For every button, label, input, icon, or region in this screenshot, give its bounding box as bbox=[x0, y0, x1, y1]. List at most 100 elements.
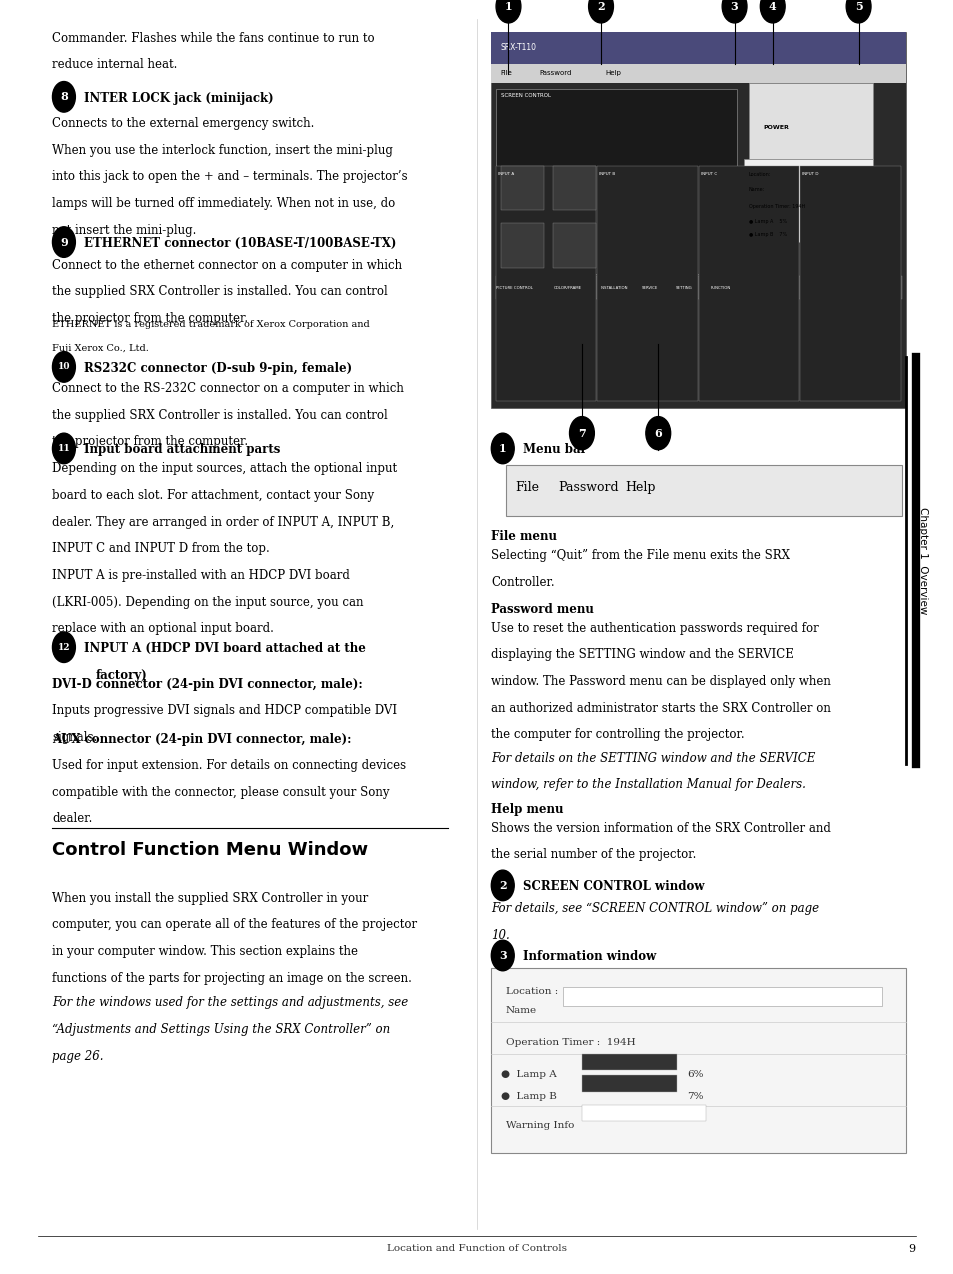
Text: Commander. Flashes while the fans continue to run to: Commander. Flashes while the fans contin… bbox=[52, 32, 375, 45]
Bar bbox=[500, 223, 543, 268]
Text: RS232C connector (D-sub 9-pin, female): RS232C connector (D-sub 9-pin, female) bbox=[84, 362, 352, 375]
Text: 2: 2 bbox=[597, 1, 604, 11]
Bar bbox=[496, 276, 901, 299]
Text: ETHERNET connector (10BASE-T/100BASE-TX): ETHERNET connector (10BASE-T/100BASE-TX) bbox=[84, 237, 395, 250]
Text: INPUT C: INPUT C bbox=[700, 172, 717, 176]
Bar bbox=[597, 166, 697, 401]
Text: Chapter 1  Overview: Chapter 1 Overview bbox=[918, 507, 927, 614]
Text: ● Lamp B    7%: ● Lamp B 7% bbox=[748, 232, 786, 237]
Circle shape bbox=[52, 433, 75, 464]
Circle shape bbox=[721, 0, 746, 23]
Circle shape bbox=[569, 417, 594, 450]
Text: 8: 8 bbox=[60, 92, 68, 102]
Text: Connects to the external emergency switch.: Connects to the external emergency switc… bbox=[52, 117, 314, 130]
Text: INSTALLATION: INSTALLATION bbox=[600, 285, 628, 290]
Text: not insert the mini-plug.: not insert the mini-plug. bbox=[52, 224, 196, 237]
Text: INPUT D: INPUT D bbox=[801, 172, 818, 176]
Text: INPUT C and INPUT D from the top.: INPUT C and INPUT D from the top. bbox=[52, 543, 270, 555]
Text: the projector from the computer.: the projector from the computer. bbox=[52, 436, 249, 448]
Text: Fuji Xerox Co., Ltd.: Fuji Xerox Co., Ltd. bbox=[52, 344, 150, 353]
Text: INTER LOCK jack (minijack): INTER LOCK jack (minijack) bbox=[84, 92, 274, 104]
Bar bbox=[496, 166, 596, 401]
Text: “Adjustments and Settings Using the SRX Controller” on: “Adjustments and Settings Using the SRX … bbox=[52, 1023, 391, 1036]
Text: DVI-D connector (24-pin DVI connector, male):: DVI-D connector (24-pin DVI connector, m… bbox=[52, 678, 363, 691]
Text: 7%: 7% bbox=[686, 1092, 702, 1101]
Text: ●  Lamp B: ● Lamp B bbox=[500, 1092, 557, 1101]
Bar bbox=[553, 223, 596, 268]
Text: into this jack to open the + and – terminals. The projector’s: into this jack to open the + and – termi… bbox=[52, 171, 408, 183]
Bar bbox=[581, 1075, 677, 1092]
Text: the projector from the computer.: the projector from the computer. bbox=[52, 312, 249, 325]
Text: 4: 4 bbox=[768, 1, 776, 11]
Text: Controller.: Controller. bbox=[491, 576, 555, 589]
Text: compatible with the connector, please consult your Sony: compatible with the connector, please co… bbox=[52, 786, 390, 799]
Text: For details on the SETTING window and the SERVICE: For details on the SETTING window and th… bbox=[491, 752, 815, 764]
Text: Use to reset the authentication passwords required for: Use to reset the authentication password… bbox=[491, 622, 819, 634]
Text: INPUT B: INPUT B bbox=[598, 172, 615, 176]
Circle shape bbox=[491, 433, 514, 464]
Text: Location :: Location : bbox=[505, 987, 558, 996]
Bar bbox=[500, 166, 543, 210]
Text: POWER: POWER bbox=[762, 125, 788, 130]
Text: displaying the SETTING window and the SERVICE: displaying the SETTING window and the SE… bbox=[491, 648, 793, 661]
Text: Location:: Location: bbox=[748, 172, 770, 177]
Bar bbox=[581, 1105, 705, 1121]
Text: 3: 3 bbox=[498, 950, 506, 961]
Bar bbox=[698, 166, 799, 401]
Text: 6%: 6% bbox=[686, 1070, 702, 1079]
Text: window, refer to the Installation Manual for Dealers.: window, refer to the Installation Manual… bbox=[491, 778, 805, 791]
Text: Selecting “Quit” from the File menu exits the SRX: Selecting “Quit” from the File menu exit… bbox=[491, 549, 789, 562]
Text: Menu bar: Menu bar bbox=[522, 443, 586, 456]
Text: ●  Lamp A: ● Lamp A bbox=[500, 1070, 556, 1079]
Text: 9: 9 bbox=[908, 1243, 915, 1254]
Text: lamps will be turned off immediately. When not in use, do: lamps will be turned off immediately. Wh… bbox=[52, 197, 395, 210]
Text: Control Function Menu Window: Control Function Menu Window bbox=[52, 841, 368, 859]
Text: SCREEN CONTROL window: SCREEN CONTROL window bbox=[522, 880, 703, 893]
Text: dealer.: dealer. bbox=[52, 813, 92, 826]
Text: File menu: File menu bbox=[491, 530, 557, 543]
Text: For details, see “SCREEN CONTROL window” on page: For details, see “SCREEN CONTROL window”… bbox=[491, 902, 819, 915]
Text: INPUT A (HDCP DVI board attached at the: INPUT A (HDCP DVI board attached at the bbox=[84, 642, 365, 655]
Text: Name: Name bbox=[505, 1006, 537, 1015]
Text: Name:: Name: bbox=[748, 187, 764, 192]
Text: 7: 7 bbox=[578, 428, 585, 438]
Circle shape bbox=[645, 417, 670, 450]
Text: 3: 3 bbox=[730, 1, 738, 11]
Text: File: File bbox=[500, 70, 512, 75]
Text: When you install the supplied SRX Controller in your: When you install the supplied SRX Contro… bbox=[52, 892, 368, 905]
Text: the serial number of the projector.: the serial number of the projector. bbox=[491, 848, 696, 861]
Circle shape bbox=[845, 0, 870, 23]
Circle shape bbox=[52, 352, 75, 382]
Text: Warning Info: Warning Info bbox=[505, 1121, 574, 1130]
Text: ● Lamp A    5%: ● Lamp A 5% bbox=[748, 219, 786, 224]
Text: Password menu: Password menu bbox=[491, 603, 594, 615]
Text: For the windows used for the settings and adjustments, see: For the windows used for the settings an… bbox=[52, 996, 408, 1009]
Text: 5: 5 bbox=[854, 1, 862, 11]
Text: 10: 10 bbox=[57, 362, 71, 372]
Text: in your computer window. This section explains the: in your computer window. This section ex… bbox=[52, 945, 358, 958]
Text: Location and Function of Controls: Location and Function of Controls bbox=[387, 1243, 566, 1254]
Bar bbox=[562, 987, 882, 1006]
Text: 1: 1 bbox=[498, 443, 506, 454]
Bar bbox=[491, 968, 905, 1153]
Text: an authorized administrator starts the SRX Controller on: an authorized administrator starts the S… bbox=[491, 702, 830, 715]
Bar bbox=[553, 166, 596, 210]
Text: Operation Timer :  194H: Operation Timer : 194H bbox=[505, 1038, 635, 1047]
Bar bbox=[800, 166, 900, 401]
Bar bbox=[496, 89, 736, 274]
Text: Password: Password bbox=[558, 482, 618, 494]
Text: SRX-T110: SRX-T110 bbox=[500, 42, 537, 52]
Text: AUX connector (24-pin DVI connector, male):: AUX connector (24-pin DVI connector, mal… bbox=[52, 733, 352, 745]
Bar bbox=[491, 32, 905, 408]
Bar bbox=[743, 159, 872, 242]
Text: INPUT A is pre-installed with an HDCP DVI board: INPUT A is pre-installed with an HDCP DV… bbox=[52, 569, 350, 582]
Circle shape bbox=[491, 940, 514, 971]
Text: 1: 1 bbox=[504, 1, 512, 11]
Text: SETTING: SETTING bbox=[675, 285, 692, 290]
Text: SCREEN CONTROL: SCREEN CONTROL bbox=[500, 93, 550, 98]
Text: INPUT A: INPUT A bbox=[497, 172, 514, 176]
Text: SERVICE: SERVICE bbox=[641, 285, 658, 290]
Text: COLOR/FRAME: COLOR/FRAME bbox=[553, 285, 580, 290]
Text: 11: 11 bbox=[57, 443, 71, 454]
Text: functions of the parts for projecting an image on the screen.: functions of the parts for projecting an… bbox=[52, 972, 412, 985]
